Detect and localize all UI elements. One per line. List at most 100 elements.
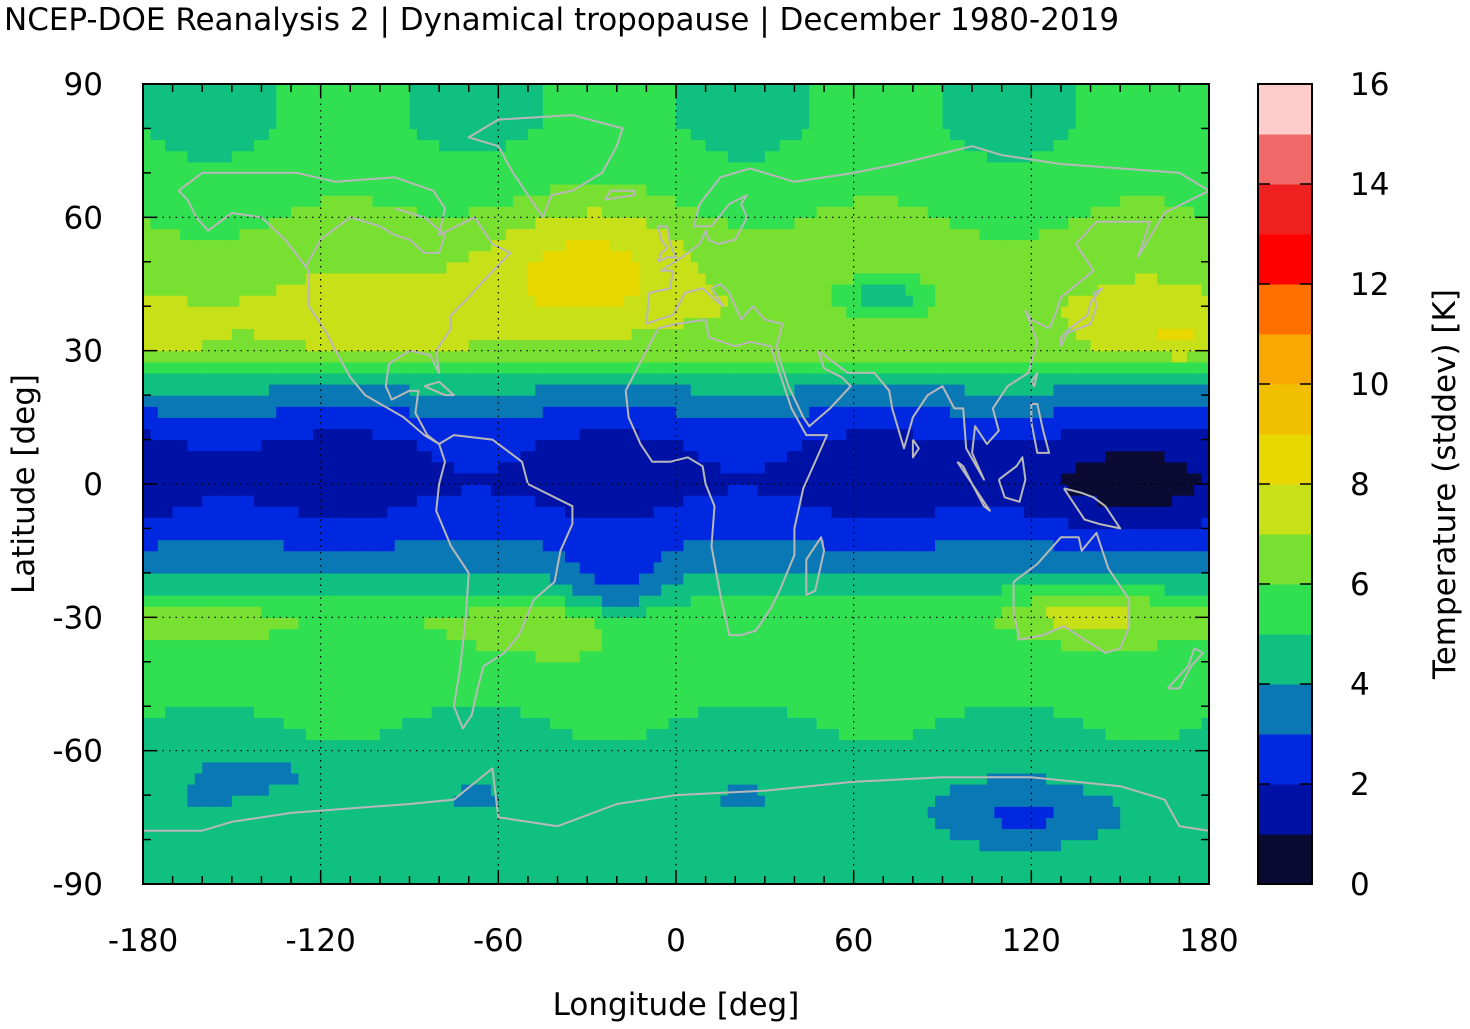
field-cell [476, 739, 485, 752]
field-cell [838, 584, 847, 596]
field-cell [579, 606, 588, 618]
field-cell [905, 617, 914, 630]
field-cell [1105, 561, 1114, 574]
field-cell [742, 606, 751, 618]
field-cell [898, 672, 907, 685]
field-cell [1112, 839, 1121, 852]
field-cell [638, 506, 647, 518]
field-cell [898, 517, 907, 530]
field-cell [905, 861, 914, 874]
field-cell [1083, 872, 1092, 884]
field-cell [631, 584, 640, 596]
field-cell [1083, 561, 1092, 574]
field-cell [750, 606, 759, 618]
field-cell [986, 806, 995, 818]
field-cell [172, 784, 181, 796]
field-cell [920, 506, 929, 518]
field-cell [838, 617, 847, 630]
field-cell [416, 761, 425, 774]
field-cell [320, 639, 329, 652]
field-cell [668, 684, 677, 696]
field-cell [1053, 672, 1062, 685]
field-cell [668, 795, 677, 807]
field-cell [846, 606, 855, 618]
field-cell [1164, 861, 1173, 874]
field-cell [883, 650, 892, 663]
field-cell [1060, 739, 1069, 752]
field-cell [727, 861, 736, 874]
field-cell [231, 817, 240, 830]
field-cell [609, 539, 618, 552]
field-cell [1179, 828, 1188, 841]
field-cell [394, 817, 403, 830]
field-cell [180, 684, 189, 696]
field-cell [986, 561, 995, 574]
field-cell [713, 628, 722, 641]
field-cell [1186, 539, 1195, 552]
field-cell [779, 595, 788, 607]
field-cell [579, 561, 588, 574]
field-cell [875, 828, 884, 841]
field-cell [1090, 684, 1099, 696]
field-cell [742, 828, 751, 841]
field-cell [320, 506, 329, 518]
field-cell [601, 750, 610, 763]
field-cell [350, 650, 359, 663]
field-cell [587, 806, 596, 818]
field-cell [372, 495, 381, 507]
field-cell [772, 606, 781, 618]
field-cell [372, 772, 381, 785]
field-cell [1060, 506, 1069, 518]
field-cell [513, 761, 522, 774]
field-cell [1120, 717, 1129, 730]
field-cell [1142, 861, 1151, 874]
field-cell [1038, 784, 1047, 796]
field-cell [431, 617, 440, 630]
field-cell [898, 828, 907, 841]
chart-title: NCEP-DOE Reanalysis 2 | Dynamical tropop… [4, 2, 1120, 38]
field-cell [1171, 706, 1180, 718]
field-cell [1097, 795, 1106, 807]
field-cell [638, 872, 647, 884]
field-cell [564, 772, 573, 785]
field-cell [912, 550, 921, 563]
field-cell [594, 528, 603, 541]
field-cell [461, 650, 470, 663]
field-cell [890, 650, 899, 663]
field-cell [298, 761, 307, 774]
field-cell [898, 795, 907, 807]
field-cell [1179, 795, 1188, 807]
field-cell [483, 795, 492, 807]
field-cell [194, 784, 203, 796]
field-cell [357, 695, 366, 707]
field-cell [757, 572, 766, 585]
field-cell [520, 650, 529, 663]
field-cell [365, 717, 374, 730]
field-cell [402, 761, 411, 774]
field-cell [520, 850, 529, 863]
field-cell [942, 828, 951, 841]
field-cell [1149, 828, 1158, 841]
field-cell [424, 617, 433, 630]
field-cell [890, 595, 899, 607]
field-cell [431, 539, 440, 552]
field-cell [1075, 750, 1084, 763]
field-cell [779, 684, 788, 696]
field-cell [1001, 684, 1010, 696]
field-cell [735, 750, 744, 763]
field-cell [1068, 772, 1077, 785]
field-cell [468, 617, 477, 630]
field-cell [668, 717, 677, 730]
field-cell [905, 817, 914, 830]
field-cell [683, 684, 692, 696]
field-cell [453, 539, 462, 552]
field-cell [757, 839, 766, 852]
field-cell [920, 606, 929, 618]
field-cell [1097, 706, 1106, 718]
field-cell [194, 506, 203, 518]
field-cell [957, 717, 966, 730]
field-cell [824, 750, 833, 763]
field-cell [1186, 506, 1195, 518]
field-cell [409, 550, 418, 563]
field-cell [1142, 606, 1151, 618]
